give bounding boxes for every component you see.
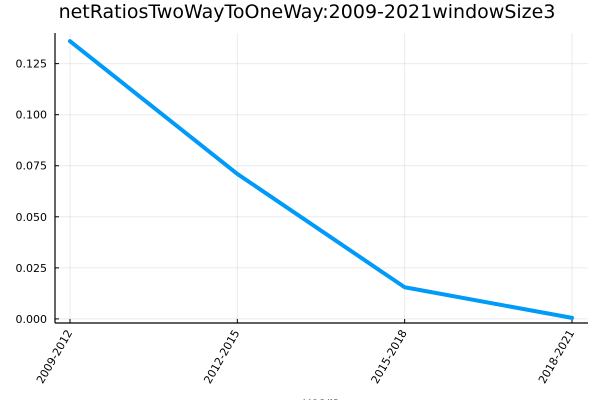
y-tick-label: 0.125 xyxy=(16,58,48,71)
chart-title: netRatiosTwoWayToOneWay:2009-2021windowS… xyxy=(59,1,556,23)
y-tick-label: 0.050 xyxy=(16,211,48,224)
data-point xyxy=(236,173,238,175)
data-point xyxy=(69,40,71,42)
ticks: 2009-2012 2012-2015 2015-2018 2018-2021 0.00… xyxy=(16,58,578,386)
y-tick-label: 0.025 xyxy=(16,262,48,275)
y-tick-label: 0.000 xyxy=(16,313,48,326)
grid xyxy=(55,33,588,323)
x-tick-label: 2015-2018 xyxy=(369,328,410,386)
x-tick-label: 2012-2015 xyxy=(201,328,242,386)
x-tick-label: 2009-2012 xyxy=(34,328,75,386)
x-axis-label: years xyxy=(303,396,339,400)
series-line xyxy=(68,39,574,320)
axes xyxy=(54,33,588,324)
series-layer xyxy=(68,39,574,320)
x-tick-label: 2018-2021 xyxy=(536,328,577,386)
data-point xyxy=(404,286,406,288)
data-point xyxy=(571,317,573,319)
y-tick-label: 0.100 xyxy=(16,109,48,122)
y-tick-label: 0.075 xyxy=(16,160,48,173)
